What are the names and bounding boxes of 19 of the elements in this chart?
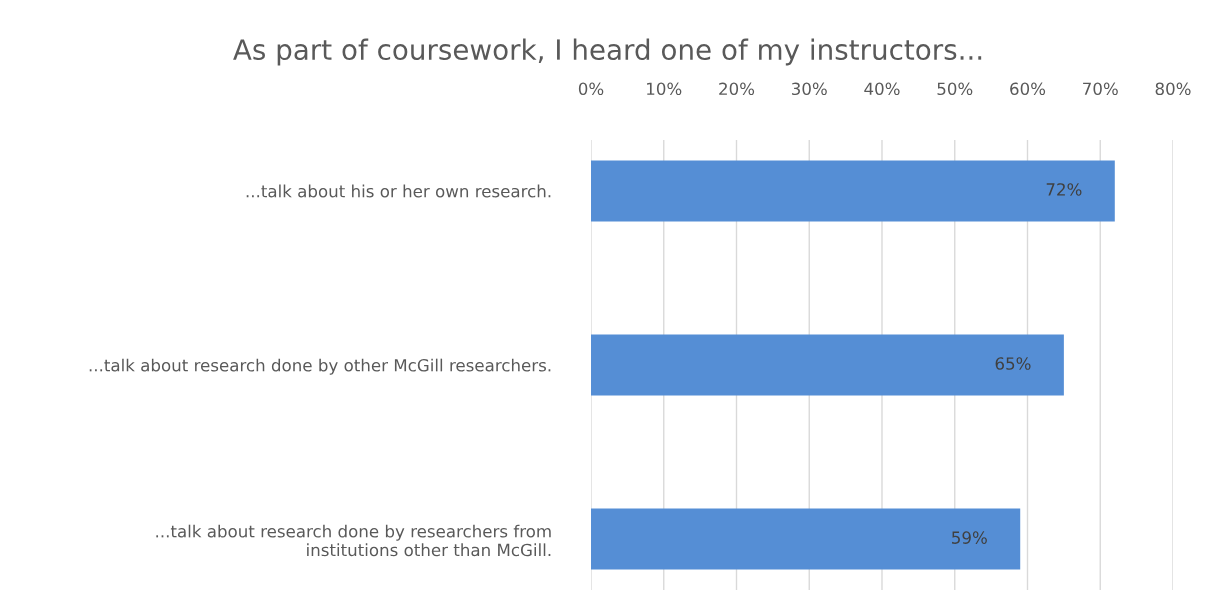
x-tick-label: 30%	[792, 82, 827, 96]
bar	[591, 508, 1021, 570]
y-tick-label: ...talk about research done by other McGill researchers.	[89, 358, 551, 375]
y-tick-label: ...talk about his or her own research.	[246, 184, 551, 198]
x-tick-label: 60%	[1010, 82, 1046, 96]
bar	[591, 160, 1115, 222]
x-tick-label: 40%	[864, 82, 900, 96]
data-label: 72%	[1046, 183, 1082, 196]
bar	[591, 334, 1064, 396]
x-tick-label: 10%	[647, 82, 682, 96]
data-label: 59%	[952, 531, 987, 544]
x-tick-label: 80%	[1155, 82, 1191, 96]
x-tick-label: 20%	[719, 82, 755, 96]
x-tick-label: 50%	[937, 82, 973, 96]
data-label: 65%	[995, 357, 1031, 370]
x-tick-label: 70%	[1083, 82, 1118, 96]
chart-title: As part of coursework, I heard one of my instructors...	[233, 38, 982, 66]
x-tick-label: 0%	[578, 82, 604, 96]
y-tick-label: ...talk about research done by researchers from institutions other than McGill.	[156, 524, 551, 557]
